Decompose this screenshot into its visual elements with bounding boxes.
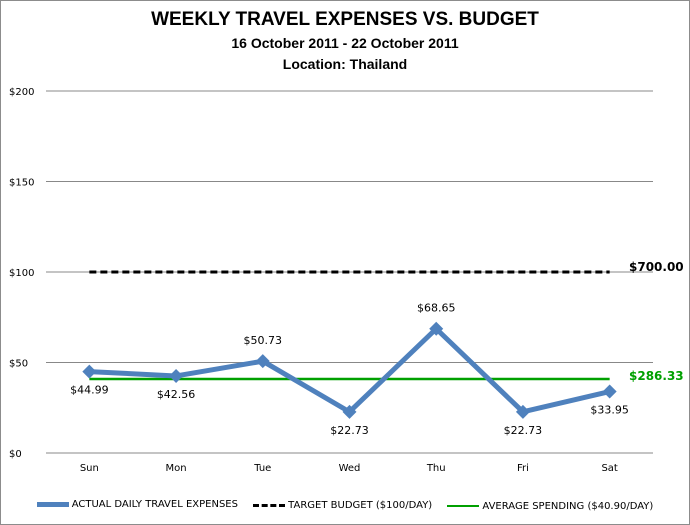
y-tick-label: $100 <box>9 268 34 279</box>
legend-swatch-target <box>253 504 286 507</box>
x-tick-label: Sat <box>601 463 617 474</box>
y-tick-label: $150 <box>9 178 34 189</box>
y-tick-label: $0 <box>9 449 22 460</box>
x-tick-label: Fri <box>517 463 529 474</box>
data-label: $68.65 <box>417 302 456 315</box>
data-point-marker <box>342 404 357 419</box>
legend-swatch-average <box>447 505 480 507</box>
legend-item-average: AVERAGE SPENDING ($40.90/DAY) <box>447 501 653 512</box>
legend-swatch-actual <box>36 502 69 507</box>
data-label: $33.95 <box>590 404 629 417</box>
y-tick-label: $200 <box>9 87 34 98</box>
y-tick-label: $50 <box>9 359 28 370</box>
legend-label: ACTUAL DAILY TRAVEL EXPENSES <box>71 499 238 510</box>
legend-label: TARGET BUDGET ($100/DAY) <box>288 500 433 511</box>
data-label: $42.56 <box>157 388 196 401</box>
x-tick-label: Wed <box>339 463 361 474</box>
data-label: $50.73 <box>244 334 283 347</box>
target-total-label: $700.00 <box>629 260 684 274</box>
legend: ACTUAL DAILY TRAVEL EXPENSES TARGET BUDG… <box>1 499 689 512</box>
data-point-marker <box>169 368 184 383</box>
chart-title: WEEKLY TRAVEL EXPENSES VS. BUDGET <box>151 9 539 30</box>
data-point-marker <box>602 384 617 399</box>
chart-subtitle: 16 October 2011 - 22 October 2011 <box>231 35 459 51</box>
data-label: $22.73 <box>504 424 543 437</box>
data-point-marker <box>82 364 97 379</box>
chart-location: Location: Thailand <box>282 56 408 72</box>
data-label: $44.99 <box>70 384 109 397</box>
data-label: $22.73 <box>330 424 369 437</box>
x-tick-label: Mon <box>166 463 187 474</box>
x-tick-label: Thu <box>426 463 446 474</box>
data-point-marker <box>429 321 444 336</box>
data-point-marker <box>515 404 530 419</box>
average-total-label: $286.33 <box>629 369 684 383</box>
data-point-marker <box>255 354 270 369</box>
legend-item-actual: ACTUAL DAILY TRAVEL EXPENSES <box>36 499 238 510</box>
legend-label: AVERAGE SPENDING ($40.90/DAY) <box>482 500 654 512</box>
x-tick-label: Sun <box>80 463 99 474</box>
legend-item-target: TARGET BUDGET ($100/DAY) <box>253 500 432 511</box>
x-tick-label: Tue <box>253 463 271 474</box>
